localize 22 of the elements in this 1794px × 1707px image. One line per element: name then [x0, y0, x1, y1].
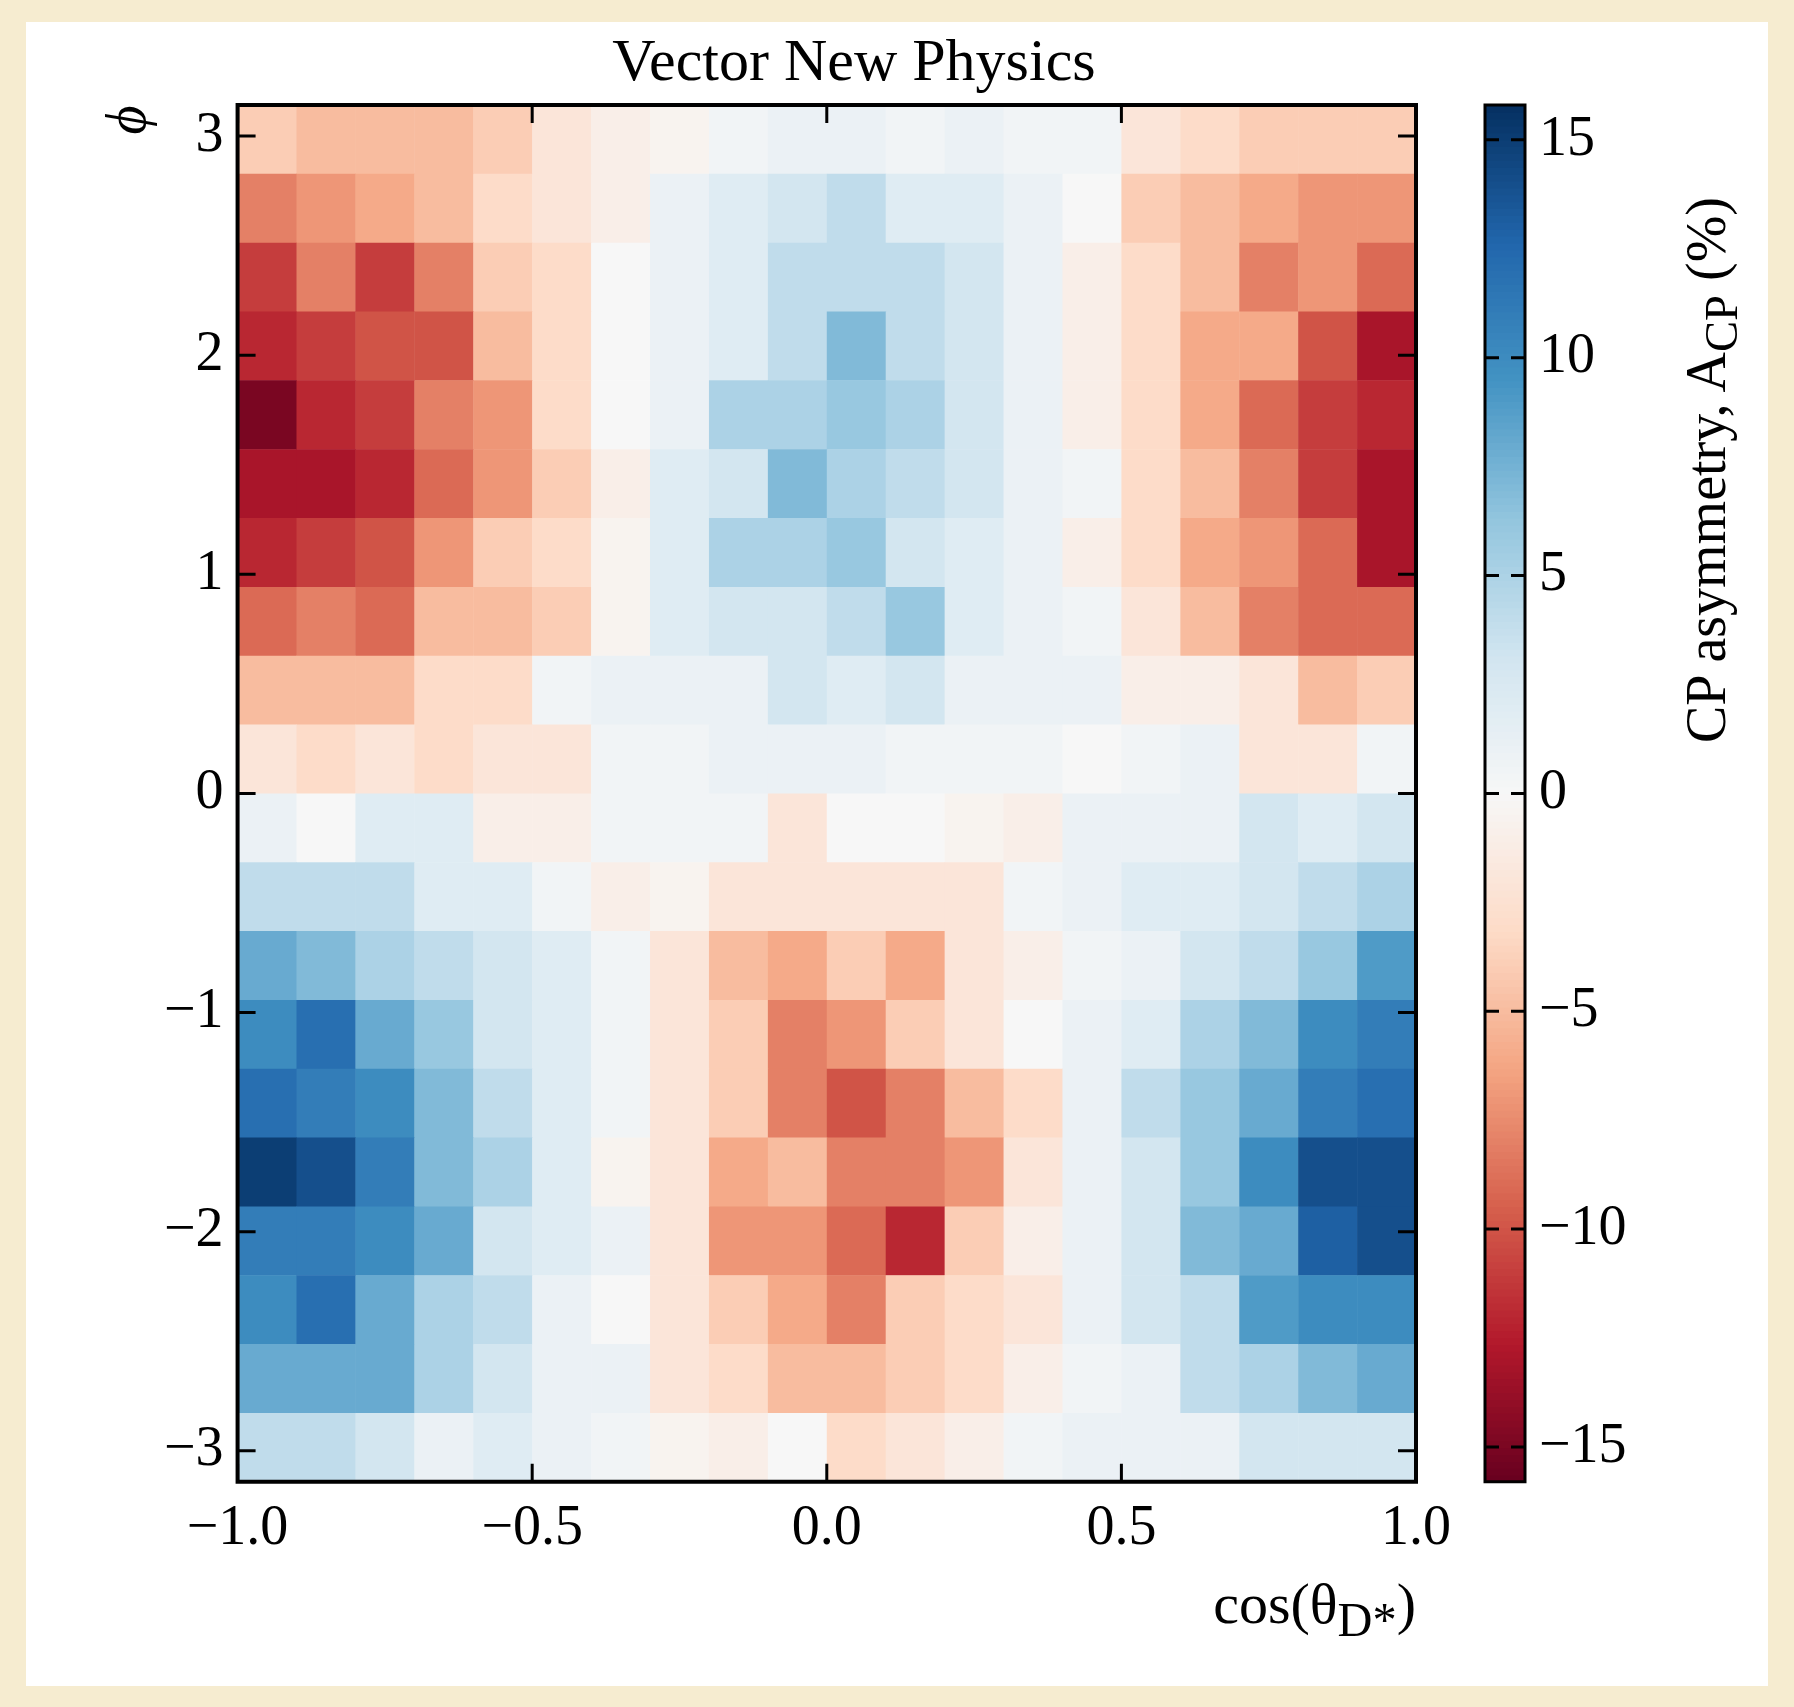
y-tick-label: 0: [195, 758, 224, 821]
color-bar-label: 10: [1539, 322, 1595, 385]
color-bar-label: 15: [1539, 104, 1595, 167]
x-axis-title: cos(θ$_{D*}$): [1213, 1571, 1416, 1646]
x-tick-label: −0.5: [481, 1494, 583, 1557]
y-tick-label: 2: [195, 319, 224, 382]
x-tick-label: −1.0: [186, 1494, 289, 1557]
color-bar-label: −10: [1539, 1193, 1627, 1256]
y-tick-label: 3: [195, 100, 224, 163]
x-tick-label: 1.0: [1381, 1494, 1451, 1557]
x-tick-label: 0.0: [791, 1494, 862, 1557]
y-tick-label: −2: [163, 1196, 224, 1259]
color-bar-label: 5: [1539, 540, 1567, 603]
y-tick-label: 1: [195, 538, 224, 601]
chart-title: Vector New Physics: [611, 27, 1097, 93]
y-tick-label: −3: [163, 1415, 224, 1478]
y-axis-title: ϕ: [95, 105, 158, 135]
x-tick-label: 0.5: [1086, 1494, 1157, 1557]
y-tick-label: −1: [163, 977, 224, 1040]
color-bar-label: −15: [1539, 1411, 1627, 1474]
color-bar-label: 0: [1539, 758, 1567, 821]
color-bar-label: −5: [1539, 975, 1599, 1038]
